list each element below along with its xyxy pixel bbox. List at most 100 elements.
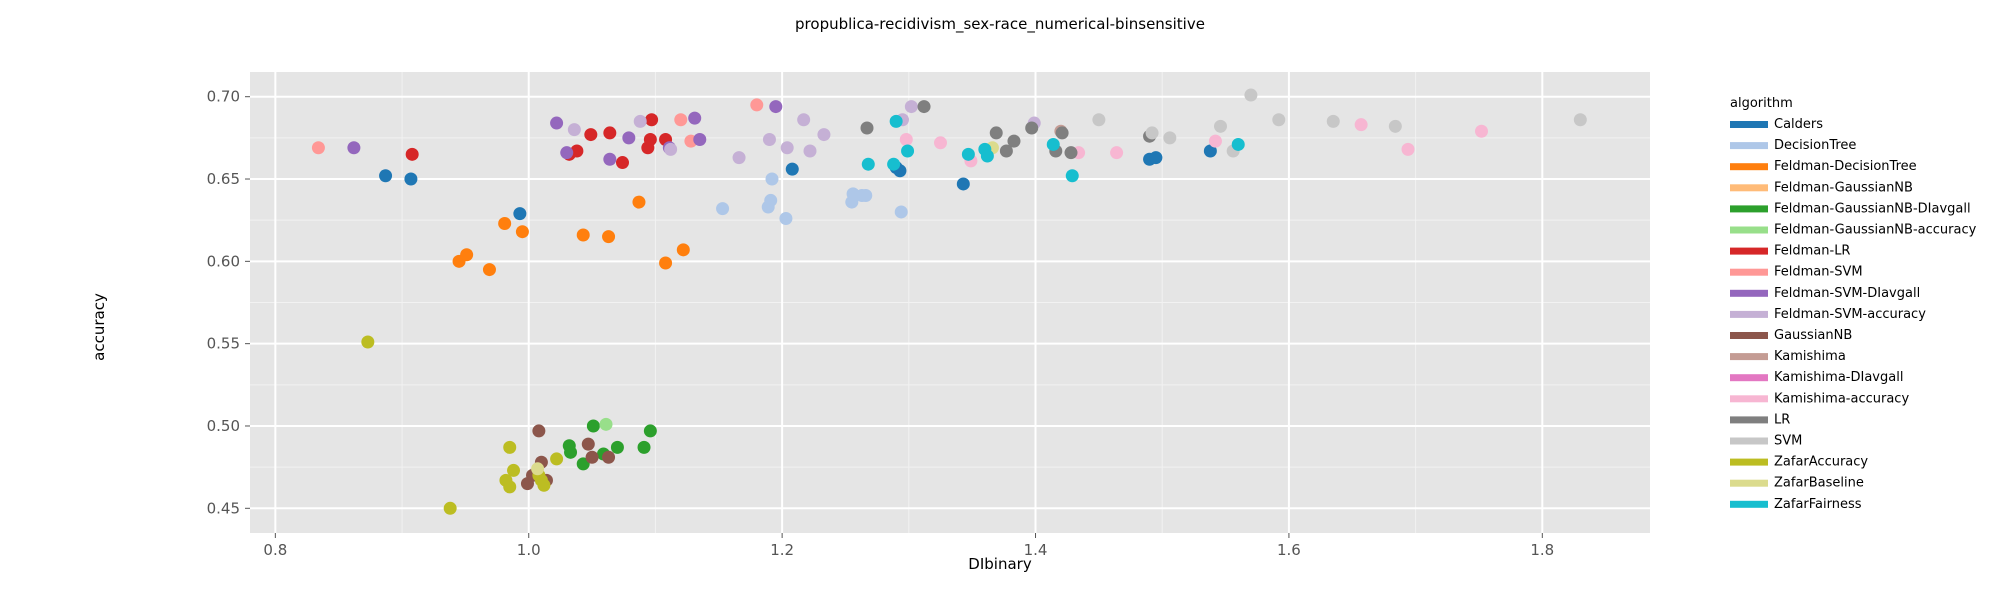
- data-point: [917, 100, 931, 114]
- data-point: [443, 501, 457, 515]
- data-point: [599, 417, 613, 431]
- legend-swatch: [1730, 226, 1768, 234]
- data-point: [311, 141, 325, 155]
- data-point: [780, 141, 794, 155]
- data-point: [1163, 131, 1177, 145]
- legend-swatch: [1730, 142, 1768, 150]
- legend-entry-label: ZafarBaseline: [1774, 476, 1864, 491]
- data-point: [379, 169, 393, 183]
- data-point: [503, 480, 517, 494]
- data-point: [645, 113, 659, 127]
- data-point: [980, 149, 994, 163]
- data-point: [1401, 142, 1415, 156]
- data-point: [1145, 126, 1159, 140]
- y-tick-label: 0.65: [207, 170, 240, 188]
- data-point: [1065, 169, 1079, 183]
- data-point: [1025, 121, 1039, 135]
- data-point: [1388, 119, 1402, 133]
- data-point: [610, 440, 624, 454]
- y-tick-label: 0.50: [207, 417, 240, 435]
- data-point: [482, 263, 496, 277]
- legend-swatch: [1730, 310, 1768, 318]
- data-point: [532, 424, 546, 438]
- data-point: [1149, 151, 1163, 165]
- data-point: [750, 98, 764, 112]
- data-point: [1326, 114, 1340, 128]
- legend-swatch: [1730, 437, 1768, 445]
- data-point: [956, 177, 970, 191]
- legend-entry-label: Feldman-LR: [1774, 244, 1850, 259]
- legend-entry-label: Feldman-SVM: [1774, 265, 1863, 280]
- data-point: [674, 113, 688, 127]
- data-point: [664, 142, 678, 156]
- data-point: [622, 131, 636, 145]
- legend-entry-label: SVM: [1774, 434, 1802, 449]
- legend-entry-label: Kamishima-accuracy: [1774, 391, 1909, 406]
- legend-entry-label: Kamishima: [1774, 349, 1846, 364]
- data-point: [1055, 126, 1069, 140]
- data-point: [560, 146, 574, 160]
- x-tick-label: 1.2: [770, 541, 794, 559]
- data-point: [889, 114, 903, 128]
- data-point: [803, 144, 817, 158]
- legend-swatch: [1730, 268, 1768, 276]
- legend-title: algorithm: [1730, 96, 1793, 111]
- data-point: [933, 136, 947, 150]
- data-point: [550, 452, 564, 466]
- chart-title: propublica-recidivism_sex-race_numerical…: [795, 15, 1205, 34]
- data-point: [637, 440, 651, 454]
- legend-entry-label: LR: [1774, 412, 1790, 427]
- data-point: [564, 445, 578, 459]
- data-point: [1208, 134, 1222, 148]
- legend-entry-label: DecisionTree: [1774, 138, 1856, 153]
- data-point: [515, 225, 529, 239]
- data-point: [999, 144, 1013, 158]
- data-point: [1064, 146, 1078, 160]
- data-point: [576, 457, 590, 471]
- data-point: [1046, 137, 1060, 151]
- x-tick-label: 0.8: [263, 541, 287, 559]
- data-points: [311, 88, 1587, 515]
- data-point: [361, 335, 375, 349]
- data-point: [603, 126, 617, 140]
- data-point: [688, 111, 702, 125]
- legend-entry-label: ZafarFairness: [1774, 497, 1862, 512]
- legend-entry-label: Feldman-SVM-accuracy: [1774, 307, 1926, 322]
- legend-swatch: [1730, 205, 1768, 213]
- data-point: [901, 144, 915, 158]
- x-tick-label: 1.0: [517, 541, 541, 559]
- data-point: [513, 207, 527, 221]
- data-point: [894, 205, 908, 219]
- legend-entry-label: Feldman-GaussianNB: [1774, 180, 1913, 195]
- data-point: [859, 188, 873, 202]
- data-point: [1213, 119, 1227, 133]
- x-tick-label: 1.4: [1024, 541, 1048, 559]
- data-point: [1007, 134, 1021, 148]
- legend-swatch: [1730, 184, 1768, 192]
- data-point: [460, 248, 474, 262]
- data-point: [1203, 144, 1217, 158]
- data-point: [817, 128, 831, 142]
- data-point: [602, 450, 616, 464]
- legend-swatch: [1730, 416, 1768, 424]
- y-axis-label: accuracy: [90, 293, 108, 361]
- legend-entry-label: GaussianNB: [1774, 328, 1852, 343]
- legend-swatch: [1730, 247, 1768, 255]
- legend-entry-label: ZafarAccuracy: [1774, 455, 1868, 470]
- data-point: [1573, 113, 1587, 127]
- data-point: [404, 172, 418, 186]
- data-point: [550, 116, 564, 130]
- legend-entry-label: Feldman-GaussianNB-DIavgall: [1774, 201, 1971, 216]
- x-axis-label: DIbinary: [968, 555, 1032, 573]
- data-point: [633, 114, 647, 128]
- data-point: [576, 228, 590, 242]
- data-point: [603, 152, 617, 166]
- y-tick-label: 0.70: [207, 88, 240, 106]
- data-point: [904, 100, 918, 114]
- data-point: [860, 121, 874, 135]
- legend-entry-label: Kamishima-DIavgall: [1774, 370, 1903, 385]
- data-point: [531, 462, 545, 476]
- legend-swatch: [1730, 374, 1768, 382]
- y-tick-label: 0.45: [207, 499, 240, 517]
